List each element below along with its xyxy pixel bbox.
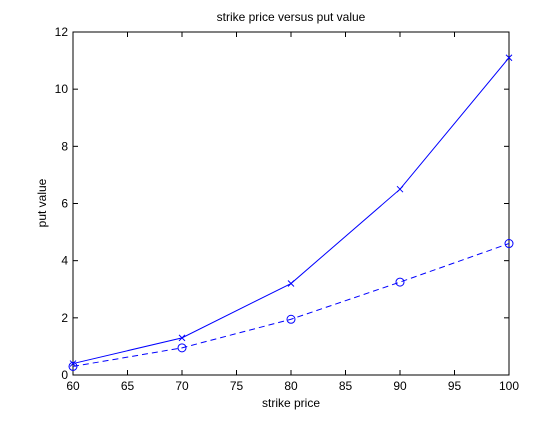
x-tick-label: 80: [284, 379, 298, 393]
x-marker-stroke: [505, 54, 513, 62]
x-tick-label: 60: [66, 379, 80, 393]
series-2-point: [395, 277, 405, 287]
y-tick-label: 0: [61, 368, 68, 382]
x-tick-label: 70: [175, 379, 189, 393]
x-tick-label: 85: [339, 379, 353, 393]
x-tick-label: 75: [230, 379, 244, 393]
y-tick-label: 2: [61, 311, 68, 325]
series-2-point: [177, 343, 187, 353]
y-tick-label: 8: [61, 139, 68, 153]
x-marker-stroke: [396, 185, 404, 193]
series-1-point: [505, 54, 513, 62]
y-axis-label: put value: [35, 178, 49, 227]
x-marker-stroke: [178, 334, 186, 342]
series-2-line: [72, 243, 510, 367]
series-1-point: [178, 334, 186, 342]
y-tick-label: 10: [55, 82, 69, 96]
x-marker-stroke: [69, 360, 77, 367]
chart-title: strike price versus put value: [217, 10, 366, 24]
series-1-point: [287, 280, 295, 287]
x-marker-stroke: [287, 280, 295, 287]
series-1-point: [396, 185, 404, 193]
y-tick-label: 12: [55, 25, 69, 39]
x-tick-label: 100: [499, 379, 519, 393]
x-tick-label: 90: [393, 379, 407, 393]
x-axis-label: strike price: [262, 396, 320, 410]
plot-area: [72, 31, 510, 376]
series-layer: [68, 54, 514, 371]
y-tick-label: 6: [61, 197, 68, 211]
series-2-point: [504, 239, 514, 249]
series-1-point: [69, 360, 77, 367]
series-2-point: [68, 361, 78, 371]
series-2-point: [286, 314, 296, 324]
y-axis: 0 2 4 6 8 10 12: [55, 25, 509, 382]
x-tick-label: 65: [121, 379, 135, 393]
x-tick-label: 95: [448, 379, 462, 393]
x-axis: 60 65 70 75 80 85 90 95 100: [66, 32, 519, 393]
y-tick-label: 4: [61, 254, 68, 268]
